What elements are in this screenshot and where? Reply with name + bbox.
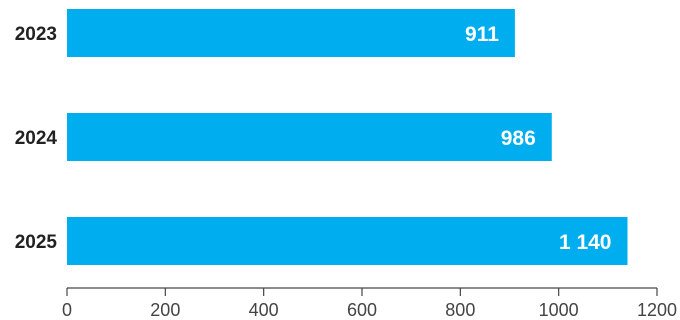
x-tick-label: 600 — [347, 300, 377, 320]
bar-2024 — [67, 113, 552, 161]
labels-layer: 2023 911 2024 986 2025 1 140 — [15, 23, 612, 254]
x-tick-label: 1200 — [637, 300, 677, 320]
bars-layer — [67, 9, 628, 265]
bar-value-label: 1 140 — [559, 231, 612, 254]
bar-value-label: 911 — [465, 23, 499, 46]
category-label: 2024 — [15, 128, 58, 149]
x-axis: 0 200 400 600 800 1000 1200 — [62, 287, 677, 320]
bar-2025 — [67, 217, 628, 265]
category-label: 2023 — [15, 24, 57, 45]
x-tick-label: 400 — [249, 300, 279, 320]
bar-value-label: 986 — [501, 127, 536, 150]
x-tick-label: 200 — [150, 300, 180, 320]
x-tick-label: 0 — [62, 300, 72, 320]
bar-2023 — [67, 9, 515, 57]
x-tick-label: 1000 — [539, 300, 579, 320]
x-tick-label: 800 — [445, 300, 475, 320]
category-label: 2025 — [15, 232, 58, 253]
